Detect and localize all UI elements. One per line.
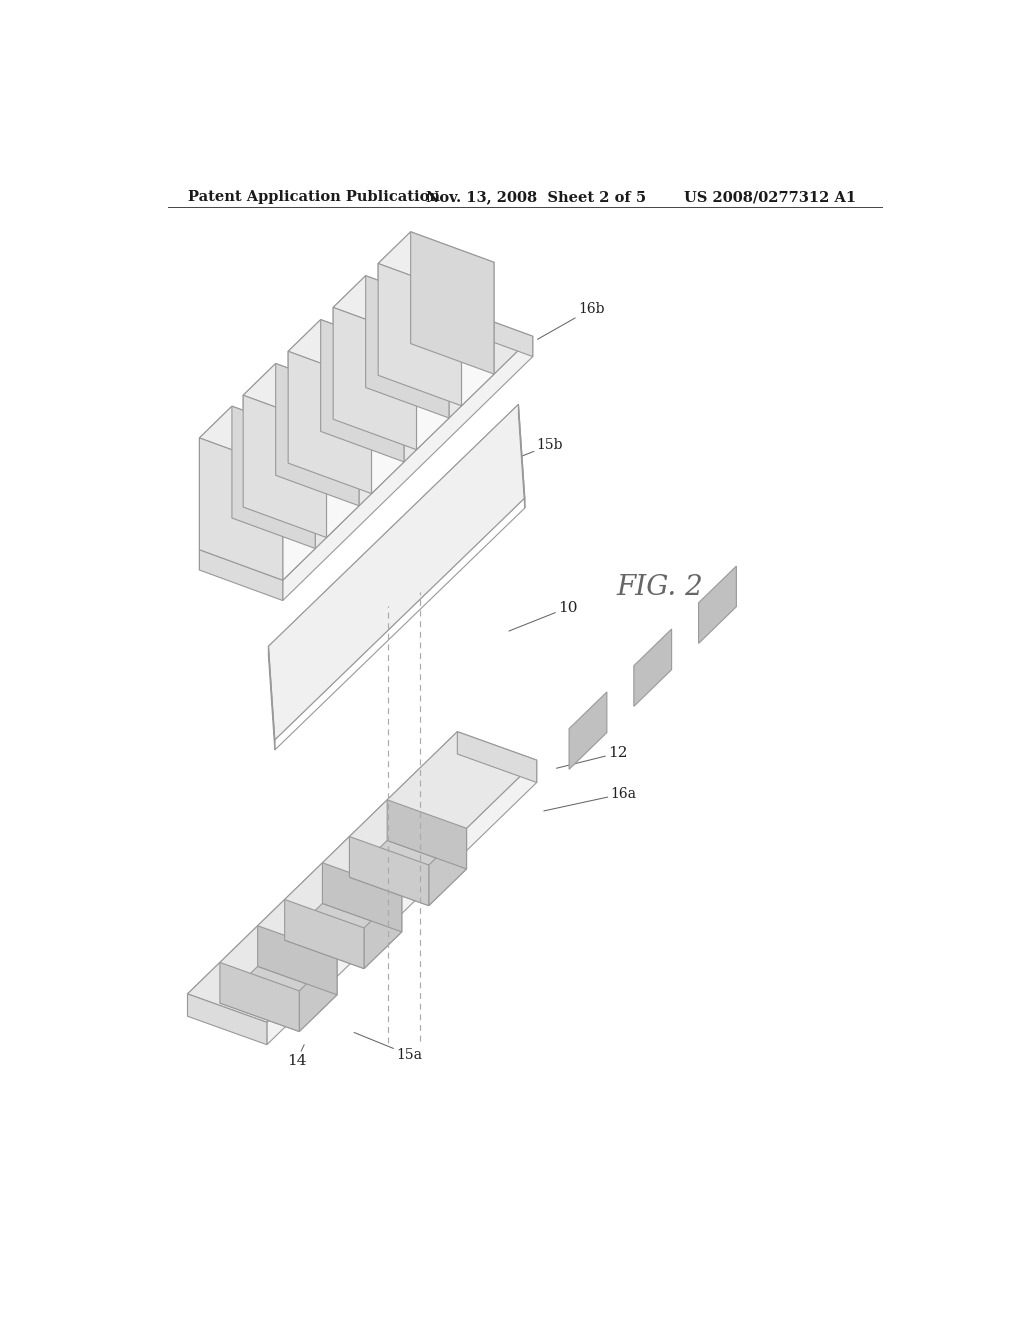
Polygon shape — [364, 891, 401, 969]
Polygon shape — [243, 363, 275, 507]
Polygon shape — [243, 395, 327, 537]
Polygon shape — [243, 363, 359, 426]
Polygon shape — [458, 731, 537, 783]
Polygon shape — [220, 966, 337, 1031]
Polygon shape — [231, 407, 315, 549]
Polygon shape — [429, 828, 467, 906]
Polygon shape — [378, 232, 411, 375]
Text: Patent Application Publication: Patent Application Publication — [187, 190, 439, 205]
Polygon shape — [417, 306, 449, 450]
Polygon shape — [200, 438, 283, 581]
Polygon shape — [275, 363, 359, 506]
Polygon shape — [333, 308, 417, 450]
Polygon shape — [378, 232, 494, 294]
Polygon shape — [200, 306, 450, 570]
Polygon shape — [327, 393, 359, 537]
Polygon shape — [299, 954, 337, 1031]
Polygon shape — [268, 404, 518, 656]
Text: Nov. 13, 2008  Sheet 2 of 5: Nov. 13, 2008 Sheet 2 of 5 — [426, 190, 646, 205]
Text: 15a: 15a — [354, 1032, 422, 1061]
Text: 15b: 15b — [261, 983, 301, 997]
Text: 16b: 16b — [538, 302, 604, 339]
Polygon shape — [569, 692, 607, 770]
Polygon shape — [200, 549, 283, 601]
Polygon shape — [258, 925, 337, 995]
Polygon shape — [349, 841, 467, 906]
Polygon shape — [366, 276, 449, 418]
Polygon shape — [333, 276, 449, 338]
Polygon shape — [387, 800, 467, 869]
Text: 15a: 15a — [246, 541, 285, 560]
Polygon shape — [333, 276, 366, 420]
Polygon shape — [200, 306, 532, 581]
Polygon shape — [283, 337, 532, 601]
Text: FIG. 2: FIG. 2 — [616, 574, 702, 601]
Polygon shape — [268, 647, 274, 750]
Polygon shape — [518, 404, 524, 508]
Polygon shape — [698, 566, 736, 643]
Polygon shape — [187, 731, 537, 1022]
Polygon shape — [288, 319, 321, 463]
Text: 12: 12 — [557, 746, 628, 768]
Polygon shape — [283, 437, 315, 581]
Polygon shape — [378, 264, 462, 405]
Polygon shape — [288, 351, 372, 494]
Polygon shape — [288, 319, 404, 381]
Text: US 2008/0277312 A1: US 2008/0277312 A1 — [684, 190, 856, 205]
Polygon shape — [187, 994, 267, 1044]
Polygon shape — [274, 498, 524, 750]
Polygon shape — [450, 306, 532, 356]
Text: 15b: 15b — [490, 438, 563, 469]
Polygon shape — [349, 837, 429, 906]
Polygon shape — [285, 899, 364, 969]
Polygon shape — [321, 319, 404, 462]
Polygon shape — [323, 863, 401, 932]
Polygon shape — [220, 962, 299, 1031]
Text: 11: 11 — [283, 408, 340, 434]
Polygon shape — [411, 232, 494, 374]
Polygon shape — [200, 407, 231, 549]
Polygon shape — [462, 263, 494, 405]
Polygon shape — [634, 630, 672, 706]
Polygon shape — [200, 407, 315, 469]
Text: 14: 14 — [337, 577, 356, 590]
Text: 10: 10 — [509, 601, 578, 631]
Text: 16a: 16a — [544, 787, 637, 810]
Polygon shape — [187, 731, 458, 1016]
Polygon shape — [267, 760, 537, 1044]
Text: 14: 14 — [287, 1044, 306, 1068]
Polygon shape — [372, 350, 404, 494]
Polygon shape — [268, 404, 524, 739]
Polygon shape — [285, 903, 401, 969]
